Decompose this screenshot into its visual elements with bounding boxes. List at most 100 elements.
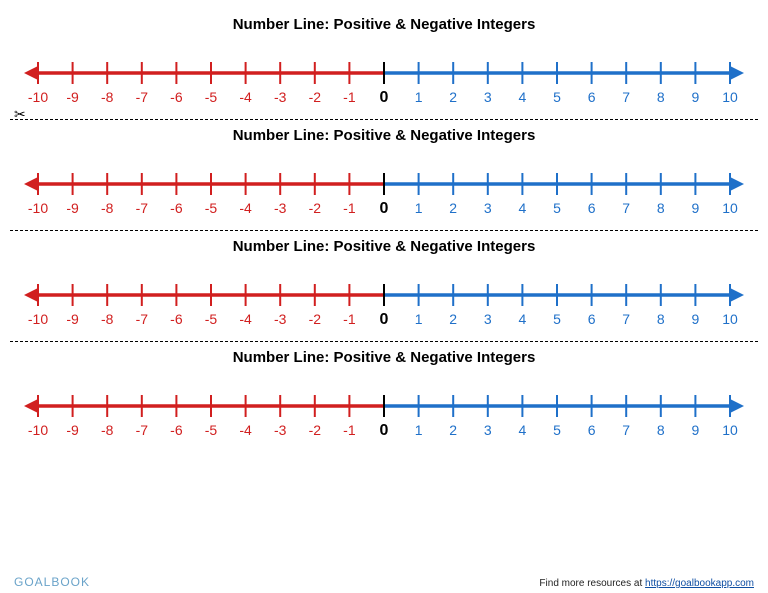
left-arrow-icon (24, 66, 38, 80)
tick-label: 0 (380, 422, 389, 439)
tick-label: 3 (484, 422, 492, 438)
left-arrow-icon (24, 288, 38, 302)
scissors-icon: ✂ (14, 107, 26, 121)
tick-label: 4 (519, 422, 527, 438)
tick-label: -1 (343, 200, 356, 216)
tick-label: 8 (657, 89, 665, 105)
number-line-wrap: -10-9-8-7-6-5-4-3-2-1012345678910 (0, 51, 768, 107)
tick-label: 0 (380, 89, 389, 106)
tick-label: -7 (136, 200, 149, 216)
number-line: -10-9-8-7-6-5-4-3-2-1012345678910 (14, 384, 754, 440)
left-arrow-icon (24, 399, 38, 413)
tick-label: -4 (239, 422, 252, 438)
tick-label: 8 (657, 200, 665, 216)
tick-label: -3 (274, 422, 287, 438)
tick-label: -7 (136, 89, 149, 105)
tick-label: -1 (343, 89, 356, 105)
section-title: Number Line: Positive & Negative Integer… (233, 238, 536, 255)
tick-label: -9 (66, 422, 79, 438)
tick-label: 9 (692, 311, 700, 327)
tick-label: -5 (205, 89, 218, 105)
divider-wrap (0, 218, 768, 238)
divider-wrap: ✂ (0, 107, 768, 127)
cut-divider (10, 341, 758, 342)
tick-label: -10 (28, 422, 48, 438)
number-line-section: Number Line: Positive & Negative Integer… (0, 127, 768, 218)
number-line-wrap: -10-9-8-7-6-5-4-3-2-1012345678910 (0, 273, 768, 329)
tick-label: -7 (136, 311, 149, 327)
tick-label: -1 (343, 422, 356, 438)
tick-label: 6 (588, 200, 596, 216)
tick-label: 5 (553, 200, 561, 216)
tick-label: -2 (309, 422, 322, 438)
number-line-section: Number Line: Positive & Negative Integer… (0, 16, 768, 107)
tick-label: -4 (239, 311, 252, 327)
tick-label: 8 (657, 311, 665, 327)
tick-label: 2 (449, 89, 457, 105)
tick-label: 6 (588, 311, 596, 327)
tick-label: -6 (170, 311, 183, 327)
number-line: -10-9-8-7-6-5-4-3-2-1012345678910 (14, 273, 754, 329)
tick-label: 10 (722, 311, 738, 327)
number-line: -10-9-8-7-6-5-4-3-2-1012345678910 (14, 51, 754, 107)
tick-label: 0 (380, 200, 389, 217)
tick-label: 9 (692, 200, 700, 216)
cut-divider (10, 230, 758, 231)
tick-label: 5 (553, 422, 561, 438)
number-line: -10-9-8-7-6-5-4-3-2-1012345678910 (14, 162, 754, 218)
number-line-section: Number Line: Positive & Negative Integer… (0, 349, 768, 440)
tick-label: 7 (622, 89, 630, 105)
right-arrow-icon (730, 288, 744, 302)
tick-label: -6 (170, 89, 183, 105)
tick-label: -6 (170, 200, 183, 216)
tick-label: -3 (274, 89, 287, 105)
tick-label: -8 (101, 311, 114, 327)
tick-label: -2 (309, 200, 322, 216)
tick-label: -5 (205, 311, 218, 327)
right-arrow-icon (730, 177, 744, 191)
right-arrow-icon (730, 399, 744, 413)
tick-label: 4 (519, 200, 527, 216)
tick-label: 7 (622, 311, 630, 327)
cut-divider (10, 119, 758, 120)
tick-label: 7 (622, 422, 630, 438)
logo-text: GOALBOOK (14, 575, 90, 589)
section-title: Number Line: Positive & Negative Integer… (233, 127, 536, 144)
tick-label: 9 (692, 422, 700, 438)
tick-label: 5 (553, 89, 561, 105)
tick-label: -3 (274, 200, 287, 216)
tick-label: -5 (205, 422, 218, 438)
tick-label: 2 (449, 311, 457, 327)
tick-label: 1 (415, 89, 423, 105)
resources-text: Find more resources at https://goalbooka… (539, 578, 754, 589)
tick-label: 3 (484, 89, 492, 105)
tick-label: -9 (66, 200, 79, 216)
number-line-wrap: -10-9-8-7-6-5-4-3-2-1012345678910 (0, 162, 768, 218)
resources-link[interactable]: https://goalbookapp.com (645, 578, 754, 589)
tick-label: -10 (28, 311, 48, 327)
tick-label: 6 (588, 89, 596, 105)
tick-label: 10 (722, 200, 738, 216)
section-title: Number Line: Positive & Negative Integer… (233, 349, 536, 366)
tick-label: 7 (622, 200, 630, 216)
divider-wrap (0, 329, 768, 349)
number-line-section: Number Line: Positive & Negative Integer… (0, 238, 768, 329)
tick-label: -9 (66, 311, 79, 327)
tick-label: -4 (239, 200, 252, 216)
tick-label: 4 (519, 89, 527, 105)
tick-label: -8 (101, 89, 114, 105)
tick-label: 9 (692, 89, 700, 105)
footer: GOALBOOK Find more resources at https://… (0, 575, 768, 589)
tick-label: -2 (309, 89, 322, 105)
tick-label: -2 (309, 311, 322, 327)
tick-label: 3 (484, 200, 492, 216)
tick-label: -6 (170, 422, 183, 438)
tick-label: 8 (657, 422, 665, 438)
resources-prefix: Find more resources at (539, 578, 645, 589)
tick-label: 2 (449, 200, 457, 216)
tick-label: 4 (519, 311, 527, 327)
section-title: Number Line: Positive & Negative Integer… (233, 16, 536, 33)
tick-label: 1 (415, 422, 423, 438)
tick-label: -9 (66, 89, 79, 105)
tick-label: 6 (588, 422, 596, 438)
